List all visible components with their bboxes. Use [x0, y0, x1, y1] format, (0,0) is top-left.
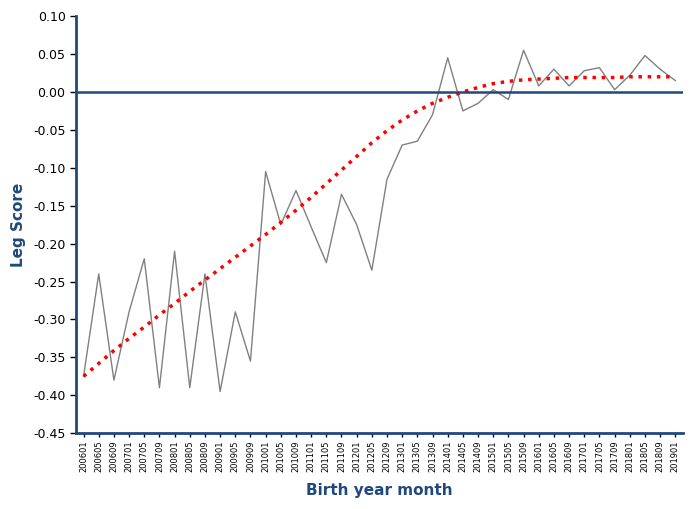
X-axis label: Birth year month: Birth year month — [306, 483, 452, 498]
Y-axis label: Leg Score: Leg Score — [11, 183, 26, 267]
